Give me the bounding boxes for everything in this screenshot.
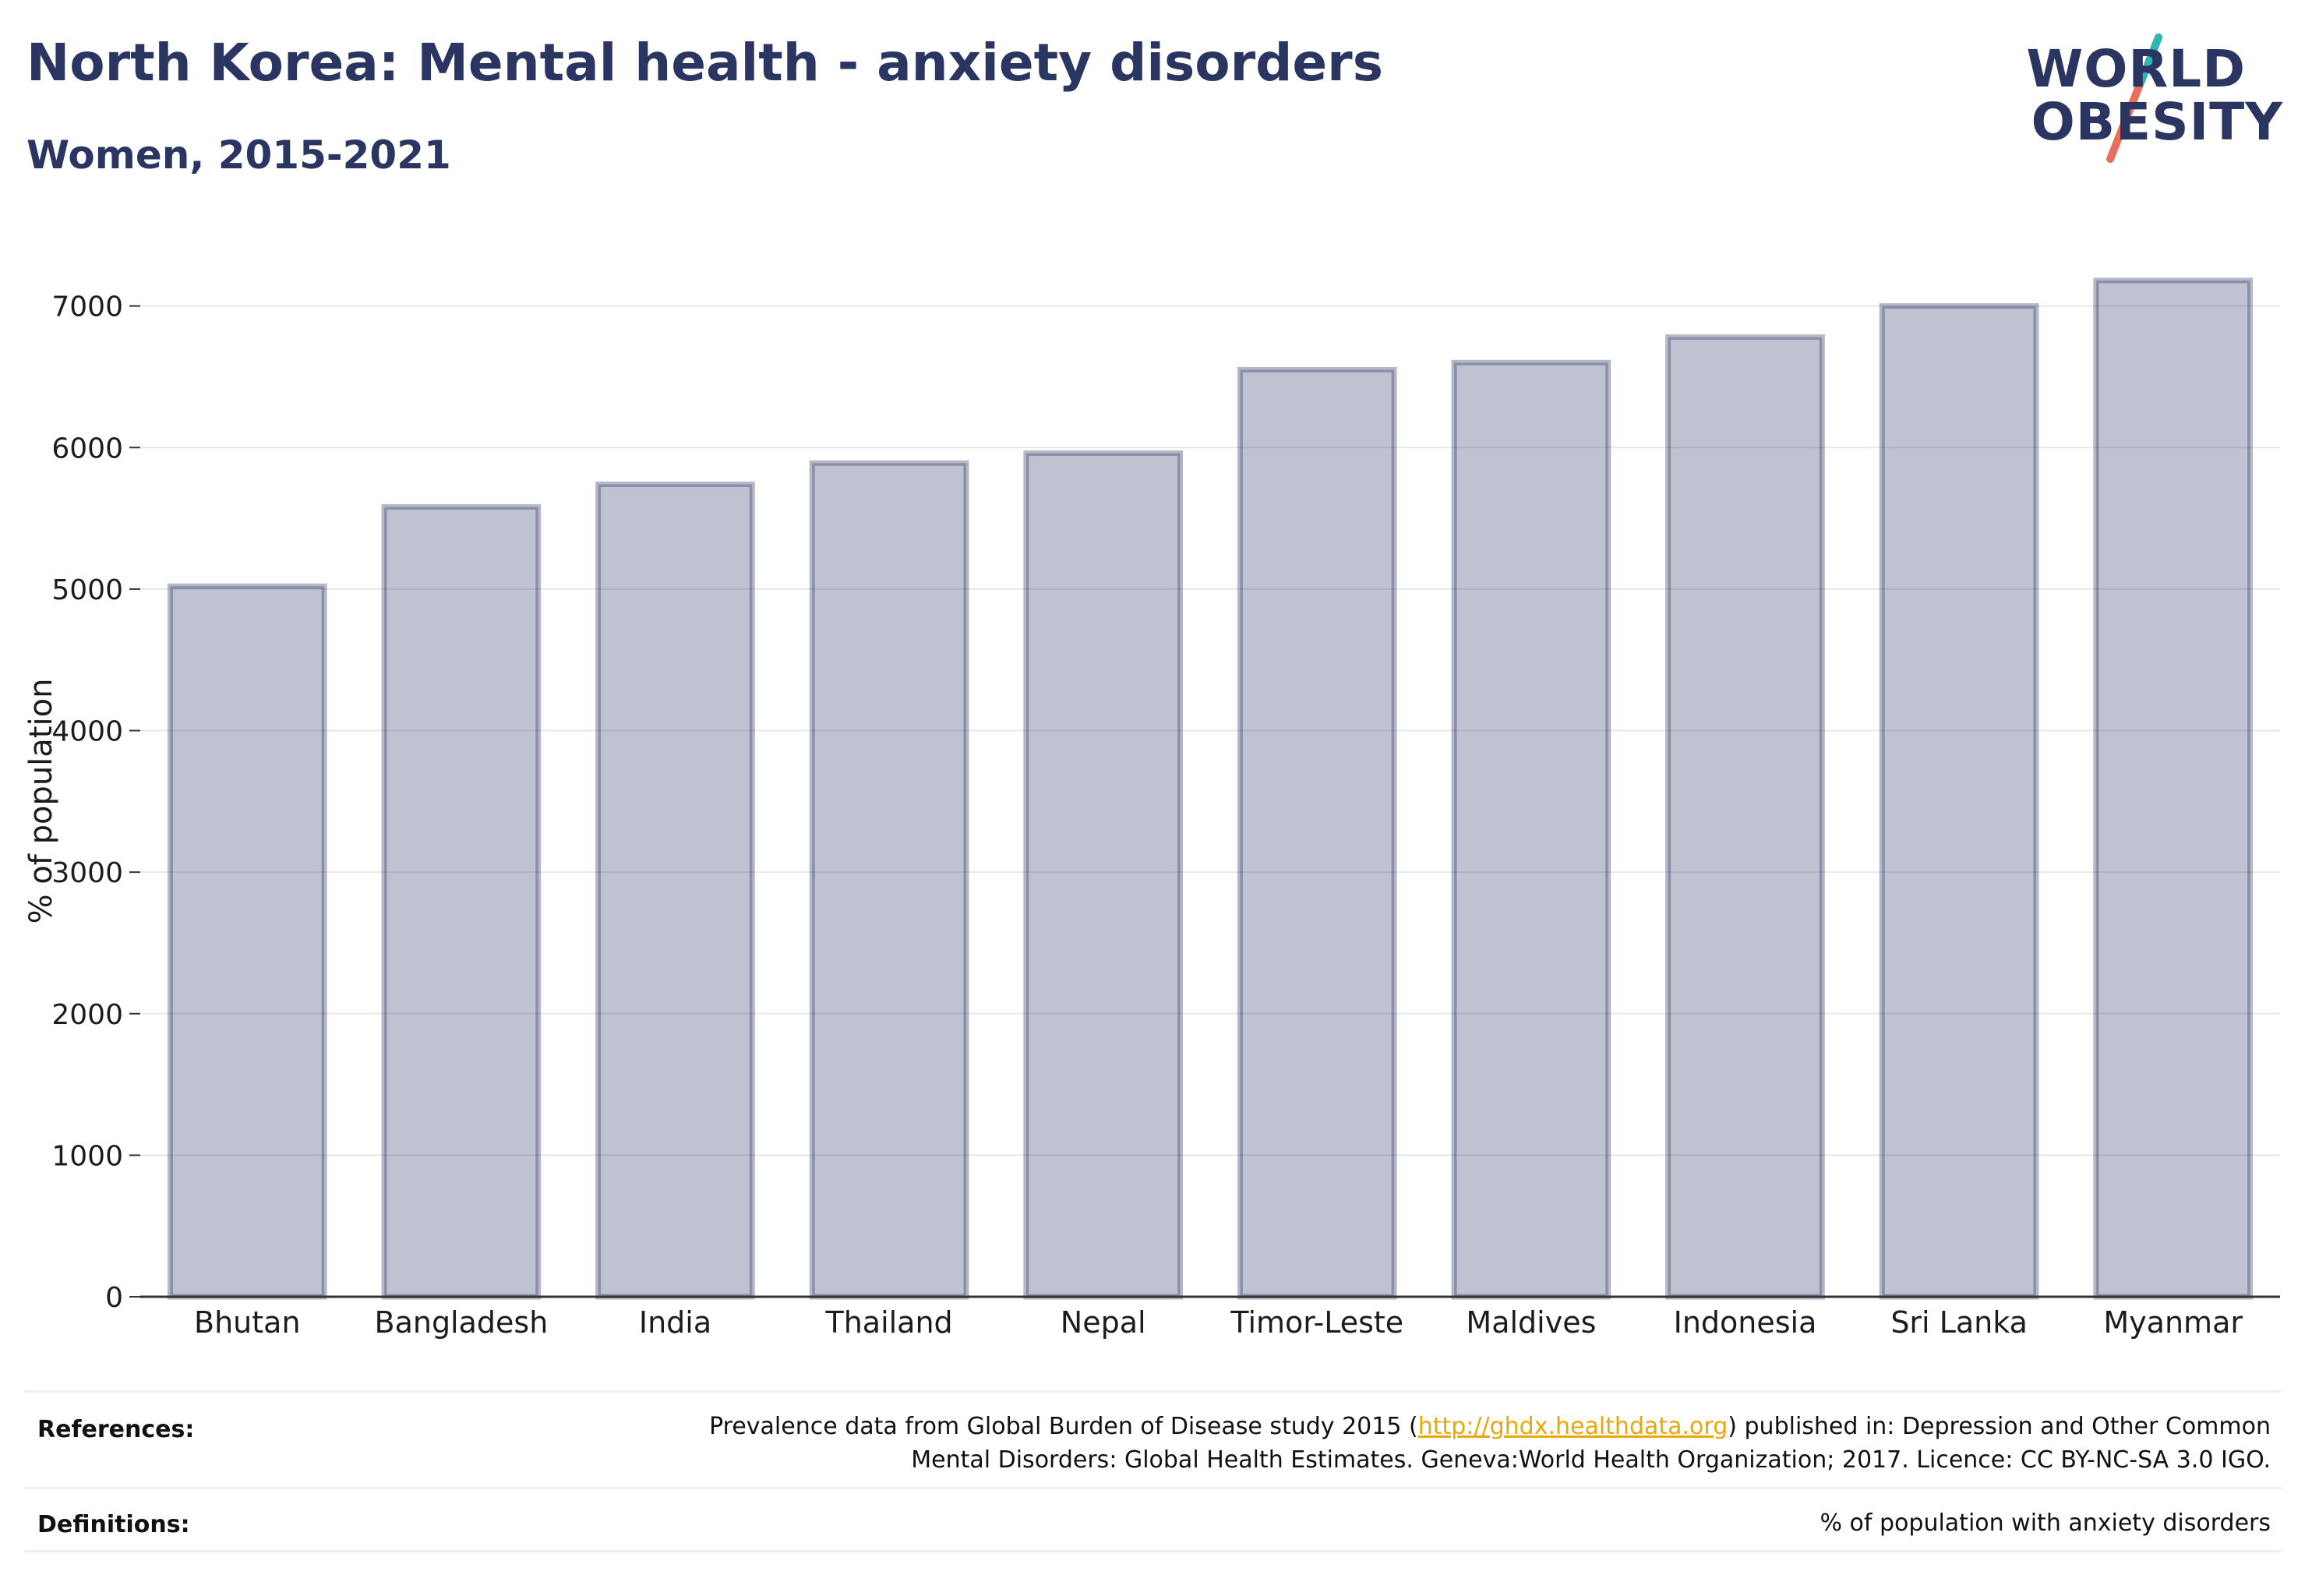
- x-axis-categories: Bhutan Bangladesh India Thailand Nepal Timor-…: [194, 1305, 2243, 1340]
- bar-timor-leste[interactable]: [1237, 366, 1397, 1300]
- bars: [167, 277, 2254, 1300]
- bar-indonesia[interactable]: [1665, 334, 1825, 1300]
- logo-text-world: WORLD: [2026, 39, 2246, 99]
- y-tick-label-6000: 6000: [51, 433, 123, 464]
- references-row: References: Prevalence data from Global …: [23, 1390, 2282, 1487]
- bar-myanmar[interactable]: [2093, 277, 2254, 1300]
- x-category-label-thailand: Thailand: [824, 1305, 952, 1340]
- x-category-label-nepal: Nepal: [1061, 1305, 1146, 1340]
- bar-nepal[interactable]: [1023, 450, 1184, 1300]
- y-tick-label-0: 0: [105, 1282, 123, 1314]
- references-label: References:: [37, 1416, 195, 1443]
- bar-thailand[interactable]: [809, 460, 969, 1300]
- x-category-label-maldives: Maldives: [1466, 1305, 1596, 1340]
- bar-bangladesh[interactable]: [381, 504, 542, 1300]
- x-category-label-indonesia: Indonesia: [1674, 1305, 1817, 1340]
- page-title: North Korea: Mental health - anxiety dis…: [26, 33, 1384, 93]
- gridlines: [140, 305, 2280, 1156]
- y-axis-title: % of population: [23, 679, 59, 924]
- references-text: Prevalence data from Global Burden of Di…: [709, 1410, 2271, 1477]
- x-category-label-timor-leste: Timor-Leste: [1230, 1305, 1403, 1340]
- references-text-post: ) published in: Depression and Other Com…: [1728, 1413, 2271, 1440]
- y-tick-label-7000: 7000: [51, 291, 123, 323]
- y-tick-label-2000: 2000: [51, 999, 123, 1031]
- bar-chart: 0 1000 2000 3000 4000 5000 6000 7000 Bhutan Bang…: [23, 277, 2280, 1340]
- y-tick-label-3000: 3000: [51, 857, 123, 889]
- logo-text-obesity: OBESITY: [2031, 92, 2283, 152]
- x-category-label-bangladesh: Bangladesh: [375, 1305, 549, 1340]
- references-text-pre: Prevalence data from Global Burden of Di…: [709, 1413, 1418, 1440]
- logo-slash-icon: [2106, 34, 2162, 163]
- y-axis-ticks: 0 1000 2000 3000 4000 5000 6000 7000: [51, 291, 140, 1314]
- references-text-line2: Mental Disorders: Global Health Estimate…: [911, 1446, 2271, 1474]
- definitions-text: % of population with anxiety disorders: [1820, 1509, 2271, 1537]
- references-link[interactable]: http://ghdx.healthdata.org: [1417, 1413, 1728, 1440]
- bar-sri-lanka[interactable]: [1879, 303, 2039, 1300]
- definitions-label: Definitions:: [37, 1511, 190, 1538]
- bar-india[interactable]: [595, 481, 755, 1300]
- bar-maldives[interactable]: [1451, 359, 1611, 1300]
- y-tick-label-4000: 4000: [51, 716, 123, 748]
- x-category-label-india: India: [639, 1305, 711, 1340]
- y-tick-label-5000: 5000: [51, 574, 123, 606]
- footer: References: Prevalence data from Global …: [23, 1390, 2282, 1552]
- page-subtitle: Women, 2015-2021: [26, 132, 451, 178]
- y-tick-label-1000: 1000: [51, 1140, 123, 1172]
- bar-bhutan[interactable]: [167, 583, 327, 1300]
- definitions-row: Definitions: % of population with anxiet…: [23, 1487, 2282, 1552]
- x-category-label-sri-lanka: Sri Lanka: [1890, 1305, 2028, 1340]
- x-category-label-bhutan: Bhutan: [194, 1305, 301, 1340]
- world-obesity-logo: WORLD OBESITY: [2026, 22, 2291, 170]
- x-category-label-myanmar: Myanmar: [2103, 1305, 2243, 1340]
